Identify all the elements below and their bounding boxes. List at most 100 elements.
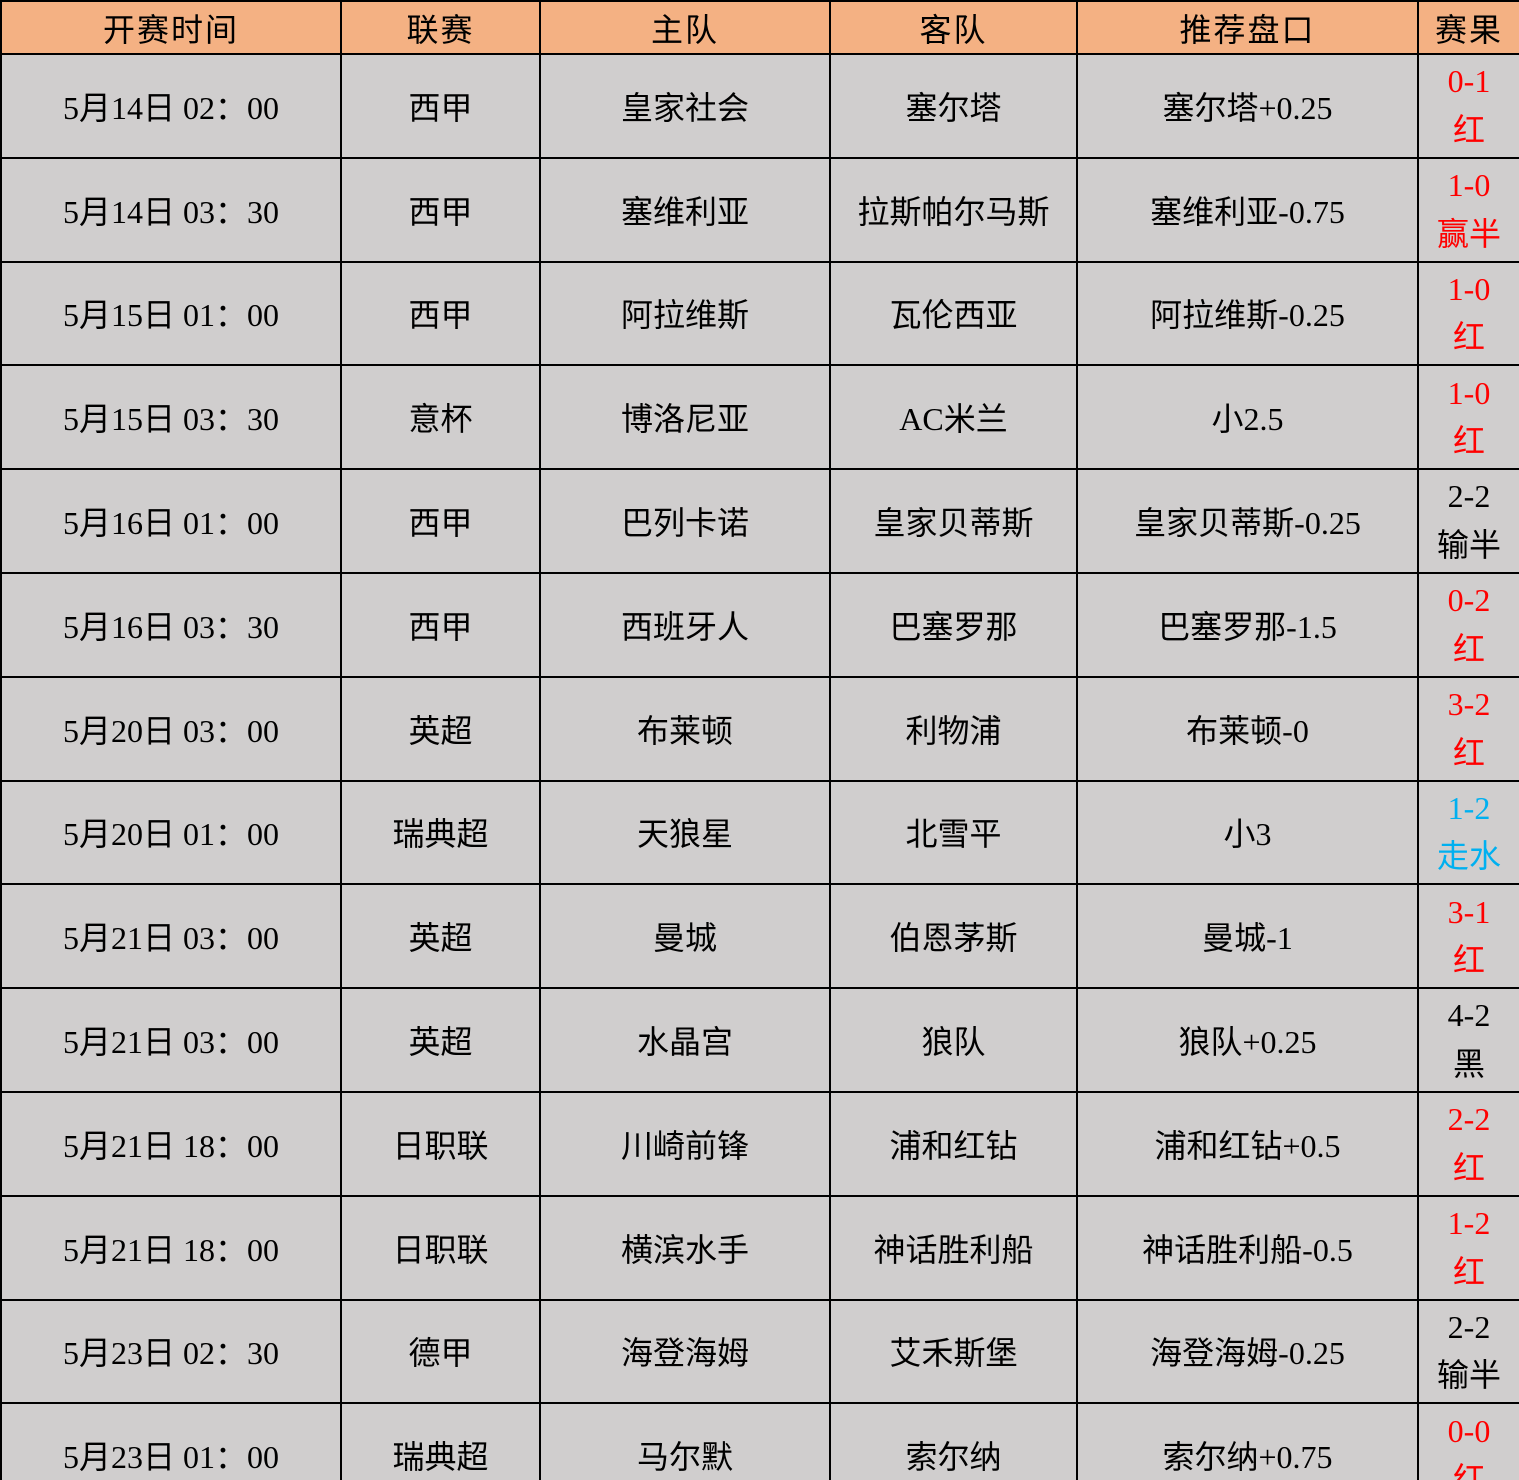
cell-home-team: 水晶宫 (539, 987, 831, 1093)
cell-away-team: 巴塞罗那 (829, 571, 1078, 678)
cell-start-time: 5月20日 01：00 (0, 779, 342, 886)
result-score: 3-2 (1447, 686, 1491, 723)
cell-handicap: 塞维利亚-0.75 (1076, 156, 1419, 263)
cell-start-time: 5月14日 03：30 (0, 156, 342, 263)
cell-handicap: 狼队+0.25 (1076, 987, 1419, 1093)
cell-result: 1-0 赢半 (1417, 156, 1519, 263)
cell-league: 英超 (340, 883, 541, 990)
table-row: 5月14日 02：00 西甲 皇家社会 塞尔塔 塞尔塔+0.25 0-1 红 (0, 53, 1519, 159)
table-row: 5月15日 01：00 西甲 阿拉维斯 瓦伦西亚 阿拉维斯-0.25 1-0 红 (0, 260, 1519, 367)
result-score: 0-1 (1447, 63, 1491, 100)
cell-home-team: 西班牙人 (539, 571, 831, 678)
cell-result: 1-2 走水 (1417, 779, 1519, 886)
result-score: 2-2 (1447, 1308, 1491, 1345)
result-score: 2-2 (1447, 1101, 1491, 1138)
cell-handicap: 皇家贝蒂斯-0.25 (1076, 468, 1419, 574)
cell-home-team: 川崎前锋 (539, 1090, 831, 1197)
cell-handicap: 布莱顿-0 (1076, 675, 1419, 782)
cell-away-team: 北雪平 (829, 779, 1078, 886)
column-header-start-time: 开赛时间 (0, 0, 342, 55)
result-score: 2-2 (1447, 478, 1491, 515)
cell-away-team: 浦和红钻 (829, 1090, 1078, 1197)
cell-result: 3-1 红 (1417, 883, 1519, 990)
cell-home-team: 曼城 (539, 883, 831, 990)
cell-result: 1-0 红 (1417, 260, 1519, 367)
result-outcome: 红 (1452, 423, 1485, 460)
cell-start-time: 5月20日 03：00 (0, 675, 342, 782)
cell-home-team: 马尔默 (539, 1402, 831, 1480)
cell-result: 0-2 红 (1417, 571, 1519, 678)
result-outcome: 红 (1452, 630, 1485, 667)
column-header-handicap: 推荐盘口 (1076, 0, 1419, 55)
cell-handicap: 阿拉维斯-0.25 (1076, 260, 1419, 367)
cell-away-team: 塞尔塔 (829, 53, 1078, 159)
cell-result: 3-2 红 (1417, 675, 1519, 782)
cell-handicap: 塞尔塔+0.25 (1076, 53, 1419, 159)
result-outcome: 红 (1452, 319, 1485, 356)
result-outcome: 红 (1452, 942, 1485, 979)
column-header-league: 联赛 (340, 0, 541, 55)
result-outcome: 红 (1452, 111, 1485, 148)
result-score: 1-0 (1447, 167, 1491, 204)
result-outcome: 红 (1452, 734, 1485, 771)
cell-league: 瑞典超 (340, 1402, 541, 1480)
cell-away-team: 索尔纳 (829, 1402, 1078, 1480)
column-header-result: 赛果 (1417, 0, 1519, 55)
cell-home-team: 博洛尼亚 (539, 364, 831, 471)
cell-home-team: 阿拉维斯 (539, 260, 831, 367)
cell-handicap: 神话胜利船-0.5 (1076, 1194, 1419, 1301)
cell-home-team: 塞维利亚 (539, 156, 831, 263)
result-outcome: 赢半 (1436, 215, 1501, 252)
table-row: 5月16日 03：30 西甲 西班牙人 巴塞罗那 巴塞罗那-1.5 0-2 红 (0, 571, 1519, 678)
cell-league: 西甲 (340, 53, 541, 159)
result-outcome: 红 (1452, 1149, 1485, 1186)
result-outcome: 红 (1452, 1253, 1485, 1290)
cell-result: 0-0 红 (1417, 1402, 1519, 1480)
cell-league: 瑞典超 (340, 779, 541, 886)
cell-start-time: 5月16日 01：00 (0, 468, 342, 574)
result-score: 0-2 (1447, 582, 1491, 619)
cell-start-time: 5月14日 02：00 (0, 53, 342, 159)
cell-handicap: 小3 (1076, 779, 1419, 886)
table-row: 5月20日 01：00 瑞典超 天狼星 北雪平 小3 1-2 走水 (0, 779, 1519, 886)
cell-start-time: 5月15日 01：00 (0, 260, 342, 367)
cell-away-team: AC米兰 (829, 364, 1078, 471)
cell-result: 2-2 输半 (1417, 1298, 1519, 1405)
cell-start-time: 5月23日 01：00 (0, 1402, 342, 1480)
cell-result: 2-2 输半 (1417, 468, 1519, 574)
cell-away-team: 伯恩茅斯 (829, 883, 1078, 990)
cell-start-time: 5月23日 02：30 (0, 1298, 342, 1405)
cell-start-time: 5月21日 03：00 (0, 883, 342, 990)
cell-handicap: 浦和红钻+0.5 (1076, 1090, 1419, 1197)
cell-home-team: 海登海姆 (539, 1298, 831, 1405)
result-score: 1-0 (1447, 270, 1491, 307)
result-score: 0-0 (1447, 1412, 1491, 1449)
result-outcome: 输半 (1436, 1357, 1501, 1394)
result-score: 1-2 (1447, 789, 1491, 826)
cell-home-team: 巴列卡诺 (539, 468, 831, 574)
cell-result: 1-0 红 (1417, 364, 1519, 471)
cell-start-time: 5月21日 18：00 (0, 1194, 342, 1301)
cell-home-team: 布莱顿 (539, 675, 831, 782)
table-row: 5月15日 03：30 意杯 博洛尼亚 AC米兰 小2.5 1-0 红 (0, 364, 1519, 471)
table-row: 5月21日 18：00 日职联 横滨水手 神话胜利船 神话胜利船-0.5 1-2 红 (0, 1194, 1519, 1301)
cell-away-team: 拉斯帕尔马斯 (829, 156, 1078, 263)
cell-league: 日职联 (340, 1090, 541, 1197)
column-header-home-team: 主队 (539, 0, 831, 55)
result-outcome: 红 (1452, 1461, 1485, 1480)
cell-home-team: 皇家社会 (539, 53, 831, 159)
cell-league: 德甲 (340, 1298, 541, 1405)
cell-result: 0-1 红 (1417, 53, 1519, 159)
cell-start-time: 5月21日 03：00 (0, 987, 342, 1093)
result-outcome: 黑 (1452, 1046, 1485, 1083)
cell-away-team: 艾禾斯堡 (829, 1298, 1078, 1405)
cell-home-team: 天狼星 (539, 779, 831, 886)
column-header-away-team: 客队 (829, 0, 1078, 55)
result-score: 1-2 (1447, 1205, 1491, 1242)
cell-handicap: 巴塞罗那-1.5 (1076, 571, 1419, 678)
cell-handicap: 小2.5 (1076, 364, 1419, 471)
cell-result: 2-2 红 (1417, 1090, 1519, 1197)
table-row: 5月21日 03：00 英超 曼城 伯恩茅斯 曼城-1 3-1 红 (0, 883, 1519, 990)
